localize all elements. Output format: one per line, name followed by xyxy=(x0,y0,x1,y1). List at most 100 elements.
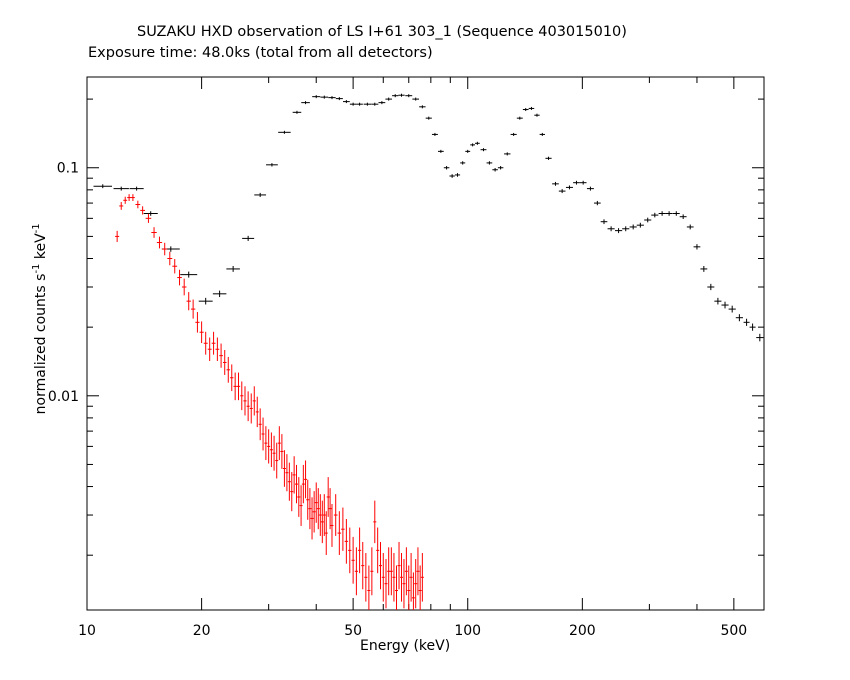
data-point xyxy=(443,166,450,170)
data-point xyxy=(615,228,623,234)
data-point xyxy=(534,113,540,117)
data-point xyxy=(721,301,729,309)
data-point xyxy=(249,393,253,424)
data-point xyxy=(242,235,255,241)
data-point xyxy=(306,479,310,520)
data-point xyxy=(644,217,652,223)
data-point xyxy=(190,299,196,319)
data-point xyxy=(363,102,372,106)
y-axis-label-text: normalized counts s xyxy=(32,273,49,415)
data-point xyxy=(629,224,637,230)
data-point xyxy=(756,333,764,342)
data-point xyxy=(693,244,701,250)
data-point xyxy=(398,93,405,97)
data-point xyxy=(431,132,438,136)
data-point xyxy=(384,559,388,609)
data-point xyxy=(195,312,200,333)
data-point xyxy=(418,565,422,610)
data-point xyxy=(151,227,157,238)
data-point xyxy=(285,454,289,492)
data-point xyxy=(404,547,408,596)
data-point xyxy=(318,494,322,536)
data-point xyxy=(558,189,566,194)
x-tick-label: 500 xyxy=(720,623,747,639)
data-point xyxy=(528,106,535,110)
data-point xyxy=(264,426,268,461)
data-point xyxy=(129,186,144,191)
data-point xyxy=(186,292,191,311)
x-tick-label: 100 xyxy=(454,623,481,639)
data-point xyxy=(131,194,135,201)
data-point xyxy=(354,547,359,596)
data-point xyxy=(252,386,256,416)
data-point xyxy=(392,94,399,98)
x-tick-label: 200 xyxy=(569,623,596,639)
data-point xyxy=(492,168,498,172)
data-point xyxy=(304,460,308,499)
y-tick-label: 0.01 xyxy=(48,389,79,405)
data-point xyxy=(203,331,208,355)
data-point xyxy=(387,547,391,596)
data-point xyxy=(411,572,415,610)
data-point xyxy=(728,305,736,313)
data-point xyxy=(465,149,471,153)
data-point xyxy=(474,141,480,145)
data-point xyxy=(552,181,559,186)
data-point xyxy=(449,174,455,178)
x-tick-label: 20 xyxy=(193,623,211,639)
data-point xyxy=(356,102,363,106)
data-point xyxy=(344,519,349,564)
data-point xyxy=(414,559,418,609)
data-point xyxy=(299,485,303,526)
data-point xyxy=(367,565,371,610)
data-point xyxy=(254,192,267,197)
data-point xyxy=(400,552,404,602)
data-point xyxy=(312,491,316,533)
chart-subtitle: Exposure time: 48.0ks (total from all de… xyxy=(88,45,433,61)
data-point xyxy=(749,323,756,331)
data-point xyxy=(181,278,187,296)
data-point xyxy=(341,507,345,551)
data-point xyxy=(320,95,329,99)
x-tick-label: 50 xyxy=(344,623,362,639)
data-point xyxy=(143,211,158,216)
data-point xyxy=(378,101,386,105)
data-point xyxy=(261,417,265,451)
data-point xyxy=(172,259,178,274)
data-point xyxy=(373,500,377,544)
data-point xyxy=(358,527,362,574)
data-point xyxy=(510,132,517,136)
data-point xyxy=(272,435,276,471)
data-point xyxy=(337,511,342,555)
data-point xyxy=(333,494,338,536)
data-point xyxy=(385,97,392,101)
data-point xyxy=(255,396,259,428)
data-point xyxy=(198,297,213,305)
data-point xyxy=(115,230,120,242)
data-point xyxy=(470,143,475,147)
data-point xyxy=(310,497,314,540)
data-point xyxy=(335,97,343,101)
data-point xyxy=(258,408,262,441)
data-point xyxy=(243,386,247,416)
data-point xyxy=(412,97,420,101)
data-point xyxy=(419,105,426,109)
data-point xyxy=(622,226,630,232)
data-point xyxy=(278,130,291,134)
data-point xyxy=(460,161,466,165)
data-point xyxy=(594,200,601,206)
data-point xyxy=(316,488,320,530)
data-point xyxy=(349,102,357,106)
data-point xyxy=(416,547,420,596)
data-point xyxy=(378,541,382,590)
data-point xyxy=(342,100,350,104)
data-point xyxy=(707,283,715,291)
data-point xyxy=(437,149,444,153)
data-point xyxy=(236,372,241,401)
data-point xyxy=(370,547,374,596)
data-point xyxy=(665,211,673,216)
data-point xyxy=(177,269,182,286)
data-point xyxy=(140,206,146,215)
data-point xyxy=(162,242,168,256)
